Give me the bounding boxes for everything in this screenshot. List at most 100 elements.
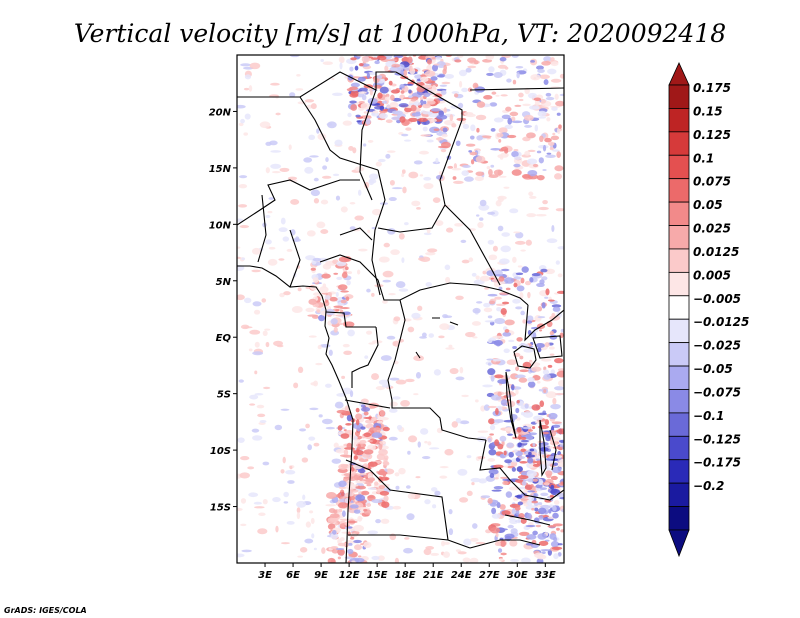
ascent-cell bbox=[413, 393, 419, 396]
ascent-cell bbox=[343, 477, 349, 482]
ascent-cell bbox=[499, 504, 506, 510]
descent-cell bbox=[346, 280, 351, 286]
ascent-cell bbox=[543, 482, 550, 486]
descent-cell bbox=[512, 298, 521, 304]
descent-cell bbox=[499, 57, 507, 62]
descent-cell bbox=[238, 175, 248, 179]
ascent-cell bbox=[467, 65, 477, 69]
ascent-cell bbox=[382, 299, 388, 304]
descent-cell bbox=[535, 458, 541, 461]
descent-cell bbox=[302, 494, 306, 501]
ascent-cell bbox=[462, 557, 471, 563]
descent-cell bbox=[537, 507, 547, 515]
ascent-cell bbox=[270, 82, 280, 86]
descent-cell bbox=[415, 372, 422, 379]
descent-cell bbox=[430, 487, 438, 492]
ascent-cell bbox=[267, 210, 273, 214]
descent-cell bbox=[428, 333, 435, 338]
descent-cell bbox=[489, 473, 495, 479]
descent-cell bbox=[237, 104, 246, 109]
y-tick-label: 20N bbox=[209, 107, 232, 118]
descent-cell bbox=[486, 72, 494, 76]
descent-cell bbox=[399, 84, 405, 89]
descent-cell bbox=[415, 111, 421, 114]
lake-tanganyika bbox=[505, 371, 517, 439]
ascent-cell bbox=[374, 284, 384, 288]
x-tick-label: 27E bbox=[479, 570, 500, 581]
colorbar-label: 0.1 bbox=[693, 151, 714, 165]
descent-cell bbox=[509, 208, 519, 214]
descent-cell bbox=[421, 332, 427, 338]
descent-cell bbox=[546, 445, 550, 448]
ascent-cell bbox=[343, 449, 349, 456]
ascent-cell bbox=[419, 174, 424, 177]
descent-cell bbox=[517, 442, 522, 448]
ascent-cell bbox=[351, 466, 355, 472]
descent-cell bbox=[356, 120, 361, 123]
ascent-cell bbox=[510, 116, 516, 122]
ascent-cell bbox=[407, 493, 416, 500]
descent-cell bbox=[356, 424, 361, 432]
colorbar-swatch bbox=[668, 318, 690, 344]
descent-cell bbox=[489, 102, 498, 107]
descent-cell bbox=[272, 497, 281, 503]
ascent-cell bbox=[320, 229, 329, 234]
ascent-cell bbox=[422, 103, 431, 109]
descent-cell bbox=[550, 403, 561, 410]
descent-cell bbox=[539, 487, 548, 491]
descent-cell bbox=[536, 282, 545, 288]
descent-cell bbox=[428, 447, 440, 450]
ascent-cell bbox=[337, 502, 348, 509]
descent-cell bbox=[381, 100, 388, 104]
descent-cell bbox=[480, 495, 491, 499]
colorbar-label: −0.075 bbox=[693, 385, 741, 399]
descent-cell bbox=[511, 55, 519, 58]
ascent-cell bbox=[557, 127, 561, 135]
descent-cell bbox=[479, 217, 484, 221]
ascent-cell bbox=[471, 482, 475, 486]
ascent-cell bbox=[495, 303, 506, 306]
ascent-cell bbox=[445, 227, 454, 233]
colorbar-label: 0.175 bbox=[693, 81, 731, 95]
descent-cell bbox=[280, 408, 290, 411]
ascent-cell bbox=[483, 307, 493, 313]
descent-cell bbox=[502, 331, 512, 337]
ascent-cell bbox=[476, 101, 486, 108]
ascent-cell bbox=[338, 508, 343, 513]
ascent-cell bbox=[552, 523, 563, 527]
descent-cell bbox=[389, 408, 398, 413]
ascent-cell bbox=[507, 134, 517, 139]
ascent-cell bbox=[434, 93, 443, 98]
ascent-cell bbox=[486, 166, 491, 170]
descent-cell bbox=[400, 69, 404, 75]
ascent-cell bbox=[445, 276, 451, 284]
ascent-cell bbox=[355, 413, 363, 420]
ascent-cell bbox=[378, 448, 388, 456]
ascent-cell bbox=[383, 495, 389, 502]
ascent-cell bbox=[375, 161, 382, 167]
ascent-cell bbox=[305, 521, 311, 528]
descent-cell bbox=[487, 239, 495, 245]
ascent-cell bbox=[353, 524, 364, 532]
descent-cell bbox=[543, 79, 549, 85]
colorbar-swatch bbox=[668, 108, 690, 133]
ascent-cell bbox=[438, 171, 443, 176]
ascent-cell bbox=[237, 294, 245, 301]
ascent-cell bbox=[495, 408, 499, 415]
descent-cell bbox=[511, 467, 517, 472]
ascent-cell bbox=[388, 59, 398, 62]
ascent-cell bbox=[463, 111, 473, 116]
descent-cell bbox=[526, 534, 537, 540]
ascent-cell bbox=[500, 476, 508, 479]
descent-cell bbox=[548, 455, 555, 460]
ascent-cell bbox=[313, 380, 319, 387]
ascent-cell bbox=[367, 139, 374, 143]
ascent-cell bbox=[325, 492, 337, 499]
ascent-cell bbox=[382, 108, 389, 112]
ascent-cell bbox=[259, 121, 271, 129]
descent-cell bbox=[552, 512, 559, 519]
descent-cell bbox=[516, 466, 523, 473]
ascent-cell bbox=[377, 55, 385, 58]
ascent-cell bbox=[466, 490, 473, 497]
ascent-cell bbox=[315, 362, 323, 366]
